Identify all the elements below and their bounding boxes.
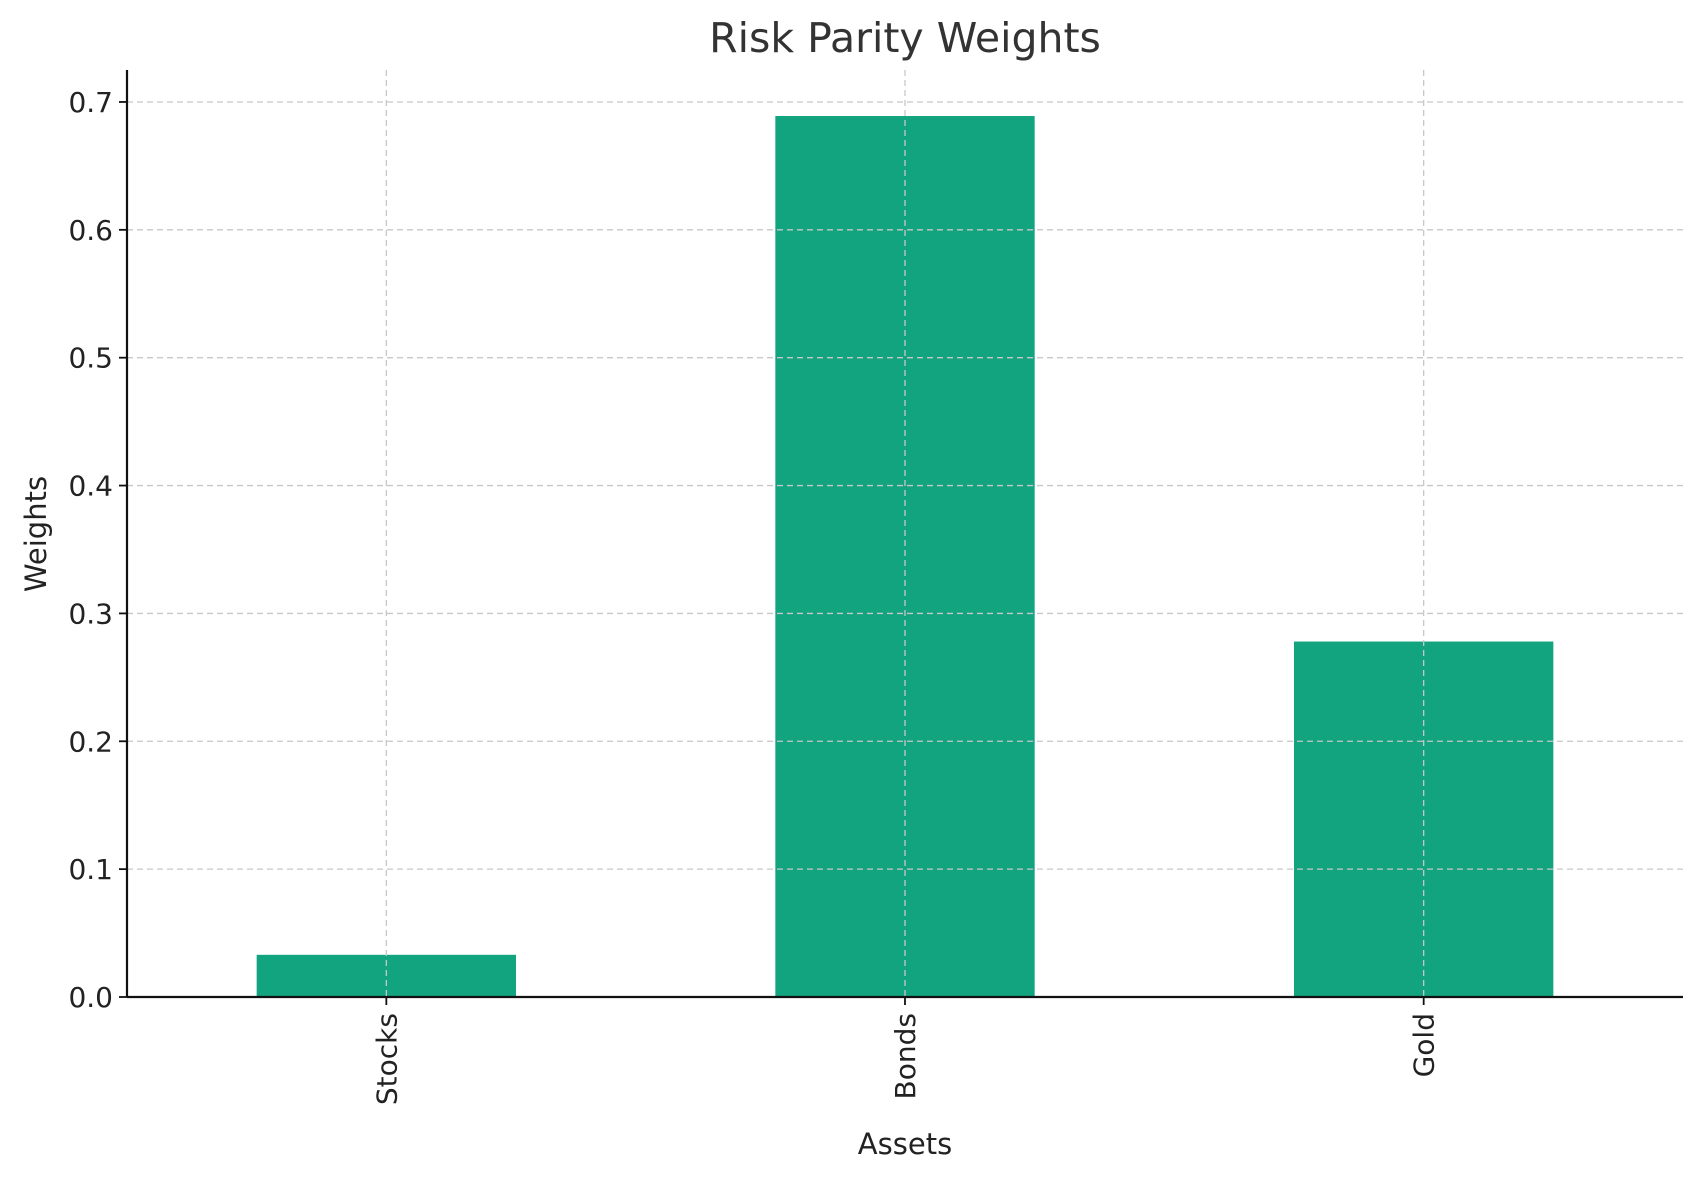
y-tick-label: 0.7 [68, 86, 113, 119]
x-ticks: Stocks Bonds Gold [370, 997, 1441, 1105]
y-tick-label: 0.2 [68, 725, 113, 758]
y-ticks: 0.0 0.1 0.2 0.3 0.4 0.5 0.6 0.7 [68, 86, 127, 1014]
y-tick-label: 0.3 [68, 597, 113, 630]
x-tick-label: Gold [1408, 1013, 1441, 1077]
y-tick-label: 0.1 [68, 853, 113, 886]
x-tick-label: Stocks [370, 1013, 403, 1105]
chart-title: Risk Parity Weights [709, 14, 1101, 62]
y-tick-label: 0.4 [68, 470, 113, 503]
y-tick-label: 0.0 [68, 981, 113, 1014]
y-axis-label: Weights [19, 476, 53, 592]
y-tick-label: 0.6 [68, 214, 113, 247]
y-tick-label: 0.5 [68, 342, 113, 375]
x-axis-label: Assets [858, 1127, 952, 1161]
grid-lines [127, 70, 1683, 998]
x-tick-label: Bonds [889, 1013, 922, 1099]
